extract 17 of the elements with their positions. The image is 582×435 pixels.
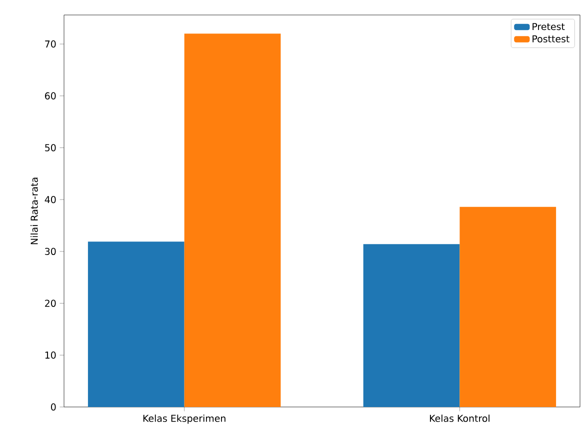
legend-label: Pretest bbox=[532, 23, 565, 30]
x-tick-label: Kelas Eksperimen bbox=[143, 414, 226, 424]
y-tick-label: 10 bbox=[45, 352, 56, 359]
bar bbox=[363, 244, 460, 407]
y-tick-label: 70 bbox=[45, 40, 56, 48]
legend-label: Posttest bbox=[532, 35, 570, 42]
y-axis-title: Nilai Rata-rata bbox=[30, 178, 38, 244]
y-tick-label: 0 bbox=[51, 403, 56, 411]
y-tick-label: 50 bbox=[45, 144, 56, 152]
y-tick-label: 30 bbox=[45, 248, 56, 256]
y-tick-label: 40 bbox=[44, 196, 56, 204]
bar bbox=[460, 206, 556, 407]
y-tick-label: 60 bbox=[45, 92, 56, 100]
x-tick-label: Kelas Kontrol bbox=[430, 414, 490, 422]
y-tick-label: 20 bbox=[45, 300, 56, 307]
bar bbox=[184, 34, 281, 407]
bar bbox=[88, 242, 184, 407]
